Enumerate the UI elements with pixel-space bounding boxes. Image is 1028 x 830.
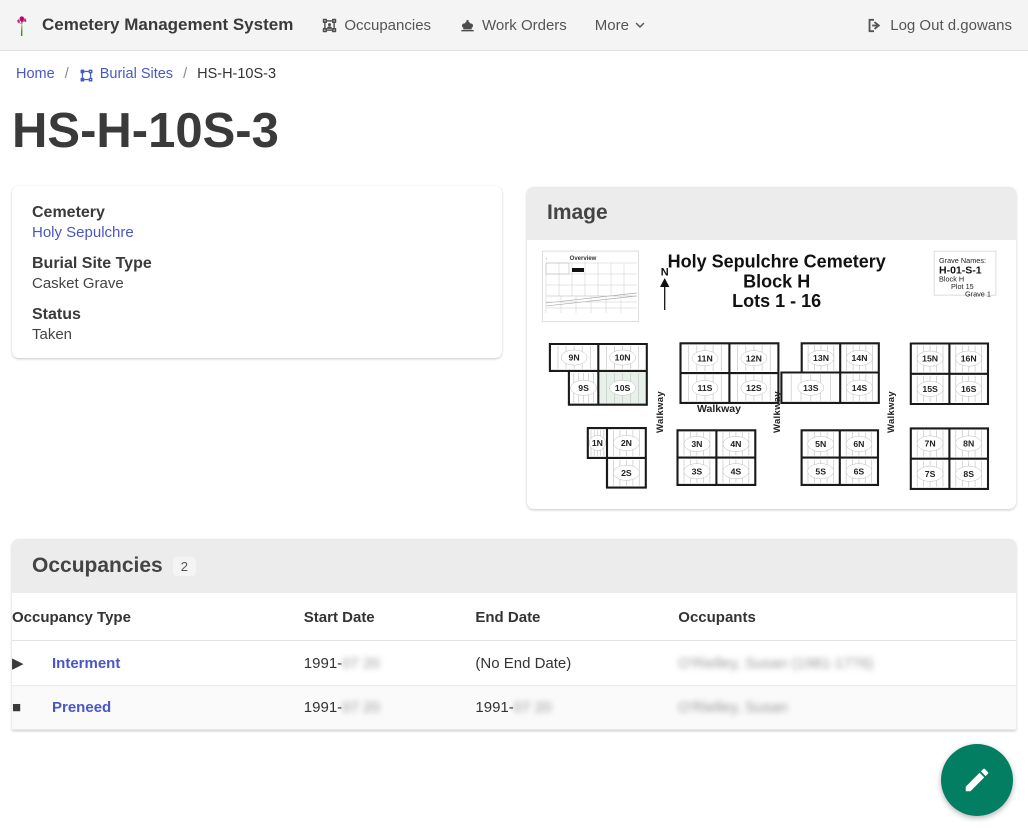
svg-text:Walkway: Walkway: [655, 391, 666, 433]
svg-text:13N: 13N: [813, 353, 829, 363]
svg-text:13S: 13S: [803, 383, 819, 393]
svg-text:6S: 6S: [854, 466, 865, 476]
svg-text:12N: 12N: [746, 353, 762, 363]
svg-text:6N: 6N: [853, 439, 864, 449]
svg-text:15S: 15S: [922, 384, 938, 394]
svg-text:Holy Sepulchre Cemetery: Holy Sepulchre Cemetery: [668, 251, 886, 271]
svg-text:Block H: Block H: [743, 271, 810, 291]
svg-text:11N: 11N: [697, 353, 712, 363]
svg-text:9S: 9S: [578, 383, 589, 393]
svg-text:10N: 10N: [615, 352, 631, 362]
svg-text:2N: 2N: [621, 438, 632, 448]
svg-text:2S: 2S: [621, 468, 632, 478]
svg-text:1N: 1N: [592, 438, 603, 448]
svg-text:7N: 7N: [925, 438, 936, 448]
svg-text:10S: 10S: [615, 383, 631, 393]
svg-text:7S: 7S: [925, 469, 936, 479]
svg-text:16N: 16N: [961, 354, 977, 364]
svg-text:4N: 4N: [730, 439, 741, 449]
svg-text:Lots 1 - 16: Lots 1 - 16: [732, 291, 821, 311]
svg-text:↑: ↑: [546, 257, 548, 261]
svg-text:Walkway: Walkway: [886, 391, 897, 433]
svg-text:5S: 5S: [815, 466, 826, 476]
svg-text:Walkway: Walkway: [697, 403, 741, 415]
svg-text:5N: 5N: [815, 439, 826, 449]
svg-text:8N: 8N: [963, 438, 974, 448]
svg-text:16S: 16S: [961, 384, 977, 394]
svg-text:3N: 3N: [691, 439, 702, 449]
svg-text:14N: 14N: [852, 353, 868, 363]
svg-text:8S: 8S: [963, 469, 974, 479]
svg-text:9N: 9N: [569, 352, 580, 362]
svg-text:3S: 3S: [692, 466, 703, 476]
svg-text:11S: 11S: [698, 383, 713, 393]
svg-text:4S: 4S: [731, 466, 742, 476]
svg-text:Walkway: Walkway: [772, 391, 783, 433]
svg-text:Grave 1: Grave 1: [965, 289, 991, 298]
svg-text:14S: 14S: [852, 383, 868, 393]
svg-text:15N: 15N: [922, 354, 938, 364]
svg-text:Overview: Overview: [570, 256, 597, 262]
svg-text:12S: 12S: [746, 383, 762, 393]
svg-text:N: N: [661, 267, 669, 279]
